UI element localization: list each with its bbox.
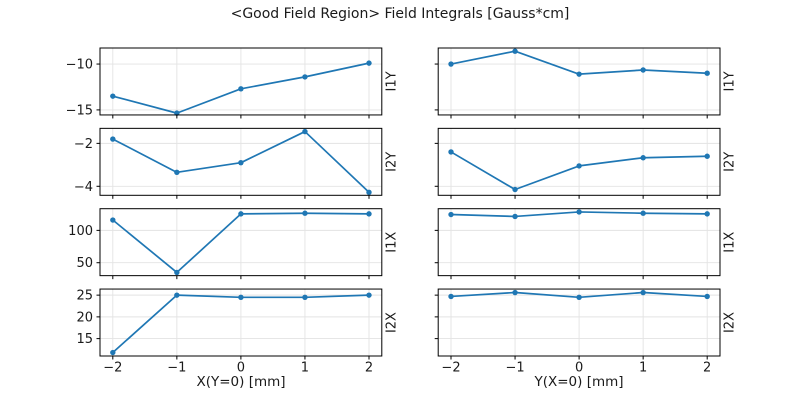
data-point — [704, 293, 710, 300]
data-point — [576, 209, 582, 215]
x-tick-label: −2 — [103, 361, 122, 376]
row-ylabel-i2x: I2X — [723, 312, 738, 333]
x-tick-label: 0 — [575, 361, 583, 376]
data-point — [448, 211, 454, 218]
data-point — [366, 60, 372, 66]
row-ylabel-i2x: I2X — [384, 312, 399, 333]
data-point — [110, 93, 116, 99]
y-tick-label: −4 — [74, 180, 93, 195]
data-point — [512, 289, 518, 296]
data-point — [238, 159, 244, 166]
x-tick-label: −1 — [167, 361, 186, 376]
data-point — [448, 293, 454, 300]
data-point — [512, 48, 518, 54]
data-point — [110, 217, 116, 223]
y-tick-label: 15 — [76, 332, 93, 347]
x-tick-label: −2 — [441, 361, 460, 376]
y-tick-label: 100 — [68, 224, 93, 239]
y-tick-label: −15 — [66, 103, 93, 118]
subplot-i1y-left: −15 −10 I1Y — [66, 47, 399, 119]
data-point — [512, 213, 518, 220]
x-tick-label: 1 — [639, 361, 647, 376]
subplot-i2x-left: −2 −1 0 1 2 15 20 25 I2X — [76, 288, 399, 376]
data-point — [174, 292, 180, 298]
y-tick-label: −2 — [74, 137, 93, 152]
x-tick-label: 1 — [301, 361, 309, 376]
subplot-i2x-right: −2 −1 0 1 2 I2X — [434, 288, 738, 376]
data-point — [110, 136, 116, 142]
y-tick-label: −10 — [66, 58, 93, 73]
xaxis-label-right: Y(X=0) [mm] — [534, 374, 624, 390]
data-point — [576, 71, 582, 77]
data-point — [576, 163, 582, 169]
y-tick-label: 20 — [76, 310, 93, 325]
data-point — [302, 210, 308, 216]
data-point — [640, 67, 646, 73]
data-point — [704, 70, 710, 76]
data-point — [512, 186, 518, 193]
subplot-i2y-left: −4 −2 I2Y — [74, 127, 399, 199]
row-ylabel-i1y: I1Y — [723, 71, 738, 91]
data-point — [704, 153, 710, 159]
row-ylabel-i1x: I1X — [723, 232, 738, 253]
xaxis-label-left: X(Y=0) [mm] — [196, 374, 286, 390]
row-ylabel-i1x: I1X — [384, 232, 399, 253]
subplot-i2y-right: I2Y — [434, 127, 738, 199]
data-point — [302, 128, 308, 135]
data-point — [640, 155, 646, 161]
data-point — [238, 294, 244, 301]
x-tick-label: −1 — [505, 361, 524, 376]
data-point — [704, 211, 710, 217]
data-point — [640, 289, 646, 296]
data-point — [302, 74, 308, 80]
data-point — [238, 86, 244, 92]
data-point — [640, 210, 646, 216]
data-point — [366, 292, 372, 298]
row-ylabel-i2y: I2Y — [384, 152, 399, 172]
data-point — [110, 349, 116, 356]
data-point — [174, 269, 180, 276]
data-point — [448, 61, 454, 67]
figure-title: <Good Field Region> Field Integrals [Gau… — [230, 6, 570, 22]
subplot-i1x-right: I1X — [434, 208, 738, 280]
data-point — [576, 294, 582, 301]
data-point — [238, 211, 244, 217]
subplot-i1x-left: 50 100 I1X — [68, 208, 399, 280]
data-point — [366, 189, 372, 195]
row-ylabel-i2y: I2Y — [723, 152, 738, 172]
y-tick-label: 50 — [76, 256, 93, 271]
data-point — [174, 169, 180, 176]
row-ylabel-i1y: I1Y — [384, 71, 399, 91]
x-tick-label: 2 — [365, 361, 373, 376]
y-tick-label: 25 — [76, 289, 93, 304]
data-point — [448, 149, 454, 155]
data-point — [366, 211, 372, 217]
x-tick-label: 0 — [237, 361, 245, 376]
x-tick-label: 2 — [703, 361, 711, 376]
subplot-i1y-right: I1Y — [434, 47, 738, 119]
data-point — [302, 294, 308, 301]
